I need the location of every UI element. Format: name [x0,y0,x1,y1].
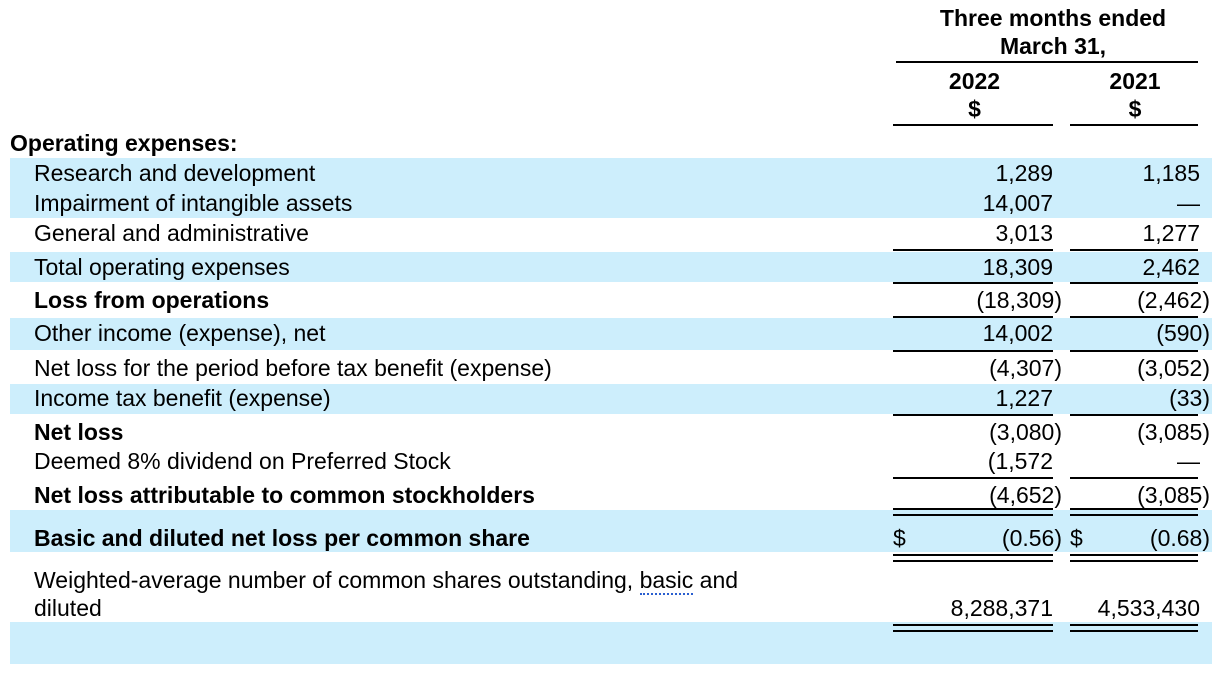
row-band [10,622,1212,664]
row-label-research: Research and development [34,160,316,186]
subtotal-rule [1070,477,1198,479]
subtotal-rule [893,477,1053,479]
row-value-2021: 1,277 [1142,220,1200,246]
row-label-deemed-dividend: Deemed 8% dividend on Preferred Stock [34,448,451,474]
period-header-line1: Three months ended [939,5,1167,31]
row-label-net-loss-attributable: Net loss attributable to common stockhol… [34,482,535,508]
row-value-2021: (590) [1156,320,1210,346]
col-2021-header-rule [1070,124,1198,126]
eps-value-2021: (0.68) [1149,525,1210,551]
subtotal-rule [893,316,1053,318]
row-value-2022: 3,013 [995,220,1053,246]
shares-label-marked-word: basic [639,567,694,595]
shares-label-part2: and [693,567,739,593]
eps-value-2022: (0.56) [1001,525,1062,551]
eps-currency-2022: $ [893,525,906,551]
row-value-2022: (4,307) [989,355,1062,381]
subtotal-rule [893,249,1053,251]
row-label-net-loss: Net loss [34,419,124,445]
row-label-loss-from-operations: Loss from operations [34,287,270,313]
shares-double-rule [1070,624,1198,632]
row-value-2021: — [1177,448,1200,474]
col-2022-header-rule [893,124,1053,126]
period-header-rule [896,61,1198,63]
row-value-2022: (3,080) [989,419,1062,445]
shares-value-2022: 8,288,371 [950,595,1053,621]
row-label-impairment: Impairment of intangible assets [34,190,353,216]
col-2021-unit: $ [1128,96,1142,122]
eps-currency-2021: $ [1070,525,1083,551]
row-value-2022: (4,652) [989,482,1062,508]
row-value-2021: (3,085) [1137,419,1210,445]
eps-double-rule [893,554,1053,562]
col-2021-year: 2021 [1109,68,1161,94]
shares-label-line1: Weighted-average number of common shares… [34,567,739,595]
row-value-2021: (33) [1169,385,1210,411]
row-value-2021: (2,462) [1137,287,1210,313]
subtotal-rule [1070,414,1198,416]
eps-label: Basic and diluted net loss per common sh… [34,525,530,551]
row-value-2022: 1,227 [995,385,1053,411]
row-band [10,510,1212,552]
shares-value-2021: 4,533,430 [1097,595,1200,621]
row-band [10,158,1212,218]
row-value-2021: 1,185 [1142,160,1200,186]
row-value-2021: 2,462 [1142,254,1200,280]
subtotal-rule [893,414,1053,416]
row-value-2021: (3,052) [1137,355,1210,381]
row-label-net-loss-before-tax: Net loss for the period before tax benef… [34,355,552,381]
row-value-2022: (18,309) [976,287,1062,313]
row-label-other-income: Other income (expense), net [34,320,326,346]
subtotal-rule [893,282,1053,284]
row-band [10,318,1212,350]
row-value-2022: 1,289 [995,160,1053,186]
row-band [10,252,1212,282]
subtotal-rule [893,350,1053,352]
period-header-line2: March 31, [999,33,1107,59]
total-double-rule [893,508,1053,516]
row-label-income-tax: Income tax benefit (expense) [34,385,331,411]
row-value-2021: — [1177,190,1200,216]
row-label-general-admin: General and administrative [34,220,309,246]
shares-double-rule [893,624,1053,632]
row-value-2022: 14,007 [982,190,1053,216]
row-value-2022: (1,572 [987,448,1053,474]
col-2022-year: 2022 [948,68,1001,94]
shares-label-line2: diluted [34,595,102,621]
subtotal-rule [1070,316,1198,318]
col-2022-unit: $ [968,96,981,122]
total-double-rule [1070,508,1198,516]
shares-label-part1: Weighted-average number of common shares… [34,567,640,593]
eps-double-rule [1070,554,1198,562]
subtotal-rule [1070,282,1198,284]
subtotal-rule [1070,249,1198,251]
row-value-2022: 14,002 [982,320,1053,346]
row-band [10,384,1212,414]
row-label-total-opex: Total operating expenses [34,254,290,280]
subtotal-rule [1070,350,1198,352]
row-value-2022: 18,309 [982,254,1053,280]
row-value-2021: (3,085) [1137,482,1210,508]
section-title: Operating expenses: [10,130,238,156]
